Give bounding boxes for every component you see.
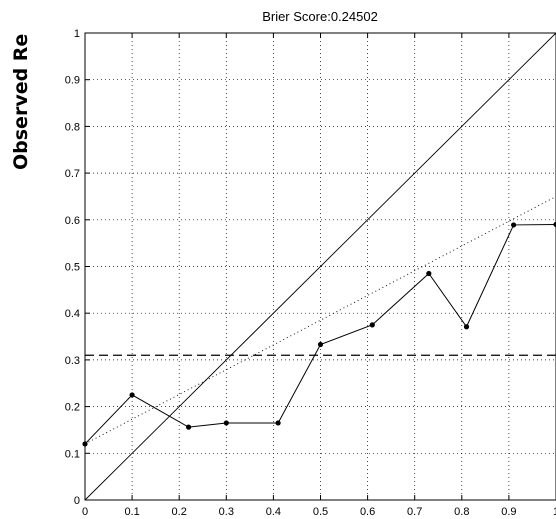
data-series (82, 221, 556, 447)
y-tick-label: 0.7 (65, 168, 80, 180)
y-tick-label: 0.2 (65, 402, 80, 414)
data-point (511, 222, 517, 228)
x-tick-label: 1 (553, 506, 556, 518)
perfect-calibration-line (84, 32, 556, 501)
data-point (463, 324, 470, 330)
chart-title: Brier Score:0.24502 (262, 9, 378, 24)
data-point (369, 322, 375, 328)
data-point (223, 420, 229, 426)
y-tick-label: 0.6 (65, 215, 80, 227)
x-tick-label: 0.8 (454, 506, 469, 518)
y-tick-label: 0.8 (65, 121, 80, 133)
axis-ticks: 0 0.1 0.2 0.3 0.4 0.5 0.6 0.7 0.8 0.9 1 0 0.1 0.2 0.3 0… (65, 28, 556, 518)
y-tick-label: 0.9 (65, 75, 80, 87)
y-tick-label: 1 (74, 28, 80, 40)
x-tick-label: 0.2 (172, 506, 187, 518)
y-tick-label: 0.1 (65, 448, 80, 460)
x-tick-label: 0 (82, 506, 88, 518)
x-tick-label: 0.1 (124, 506, 139, 518)
y-tick-label: 0.4 (65, 308, 80, 320)
reference-lines (84, 32, 556, 501)
x-tick-label: 0.4 (266, 506, 281, 518)
data-point (426, 270, 432, 277)
data-point (553, 221, 556, 228)
x-tick-label: 0.7 (407, 506, 422, 518)
x-tick-label: 0.5 (313, 506, 328, 518)
data-point (275, 420, 281, 426)
data-point (129, 392, 135, 398)
fit-line (84, 196, 556, 445)
x-tick-label: 0.9 (501, 506, 516, 518)
data-point (186, 424, 192, 430)
y-tick-label: 0 (74, 495, 80, 507)
y-tick-label: 0.3 (65, 355, 80, 367)
data-point (317, 341, 324, 348)
x-tick-label: 0.3 (219, 506, 234, 518)
grid (85, 33, 556, 500)
y-axis-label: Observed Re (10, 34, 32, 170)
y-tick-label: 0.5 (65, 262, 80, 274)
x-tick-label: 0.6 (360, 506, 375, 518)
